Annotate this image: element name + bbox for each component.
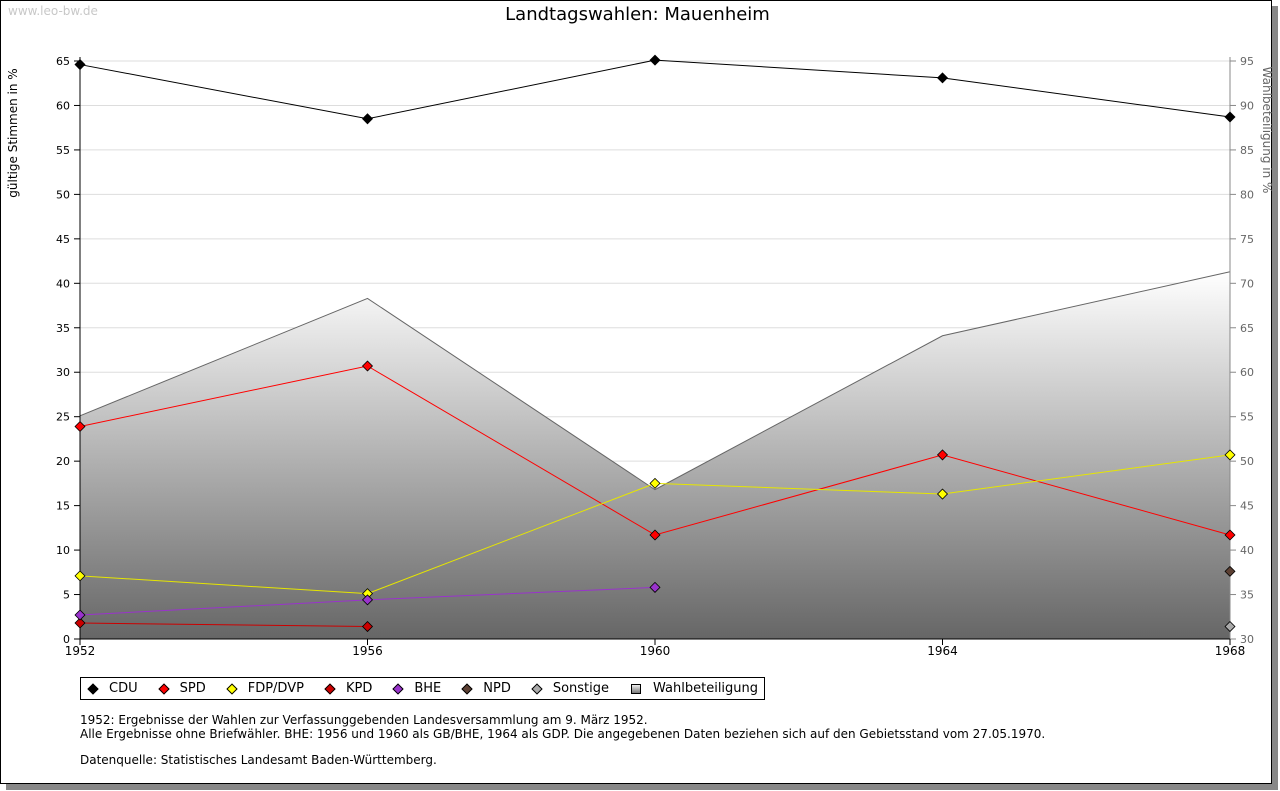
legend-label: Wahlbeteiligung: [653, 681, 759, 696]
legend-marker-icon: [631, 683, 642, 694]
spd-point: [74, 420, 86, 432]
y2-tick-label: 75: [1240, 233, 1254, 246]
y2-tick-label: 55: [1240, 411, 1254, 424]
y2-tick-label: 45: [1240, 500, 1254, 513]
legend-label: KPD: [345, 681, 373, 696]
legend-label: Sonstige: [552, 681, 610, 696]
y-axis-label: gültige Stimmen in %: [6, 68, 20, 197]
legend-item-kpd: KPD: [324, 681, 373, 696]
npd-point: [1224, 565, 1236, 577]
y2-tick-label: 80: [1240, 188, 1254, 201]
legend-marker-icon: [226, 682, 238, 695]
x-tick-label: 1952: [65, 644, 96, 658]
y2-tick-label: 90: [1240, 99, 1254, 112]
y-tick-label: 15: [56, 500, 70, 513]
fdpdvp-point: [361, 588, 374, 600]
legend-item-wahlbeteiligung: Wahlbeteiligung: [631, 681, 758, 696]
y2-tick-label: 35: [1240, 589, 1254, 602]
y2-tick-label: 60: [1240, 366, 1254, 379]
y-tick-label: 30: [56, 366, 70, 379]
y-tick-label: 40: [56, 277, 70, 290]
legend-item-bhe: BHE: [392, 681, 442, 696]
bhe-point: [649, 581, 661, 593]
legend-item-fdpdvp: FDP/DVP: [226, 681, 304, 696]
y-tick-label: 0: [63, 633, 70, 646]
legend-item-sonstige: Sonstige: [531, 681, 610, 696]
y-tick-label: 35: [56, 322, 70, 335]
spd-point: [936, 449, 949, 461]
y-tick-label: 50: [56, 188, 70, 201]
watermark: www.leo-bw.de: [8, 4, 98, 18]
x-tick-label: 1968: [1215, 644, 1246, 658]
sonstige-point: [1224, 621, 1236, 633]
legend-marker-icon: [157, 682, 170, 695]
y2-axis-label: Wahlbeteiligung in %: [1260, 67, 1274, 194]
cdu-point: [1224, 111, 1236, 123]
y2-tick-label: 85: [1240, 144, 1254, 157]
x-tick-label: 1956: [352, 644, 383, 658]
y-tick-label: 60: [56, 99, 70, 112]
cdu-point: [361, 113, 374, 125]
x-tick-label: 1964: [927, 644, 958, 658]
legend-marker-icon: [461, 682, 473, 695]
legend-label: NPD: [483, 681, 511, 696]
legend-marker-icon: [87, 682, 99, 695]
y-tick-label: 55: [56, 144, 70, 157]
note-general: Alle Ergebnisse ohne Briefwähler. BHE: 1…: [80, 727, 1046, 741]
bhe-point: [74, 609, 86, 621]
x-tick-label: 1960: [640, 644, 671, 658]
legend-label: SPD: [179, 681, 206, 696]
spd-point: [649, 529, 661, 541]
note-1952: 1952: Ergebnisse der Wahlen zur Verfassu…: [80, 713, 648, 727]
y2-tick-label: 70: [1240, 277, 1254, 290]
kpd-line: [79, 622, 368, 628]
kpd-point: [361, 621, 374, 633]
cdu-point: [649, 54, 661, 66]
spd-point: [1224, 529, 1236, 541]
y-tick-label: 20: [56, 455, 70, 468]
bhe-point: [361, 594, 374, 606]
y2-tick-label: 50: [1240, 455, 1254, 468]
legend-item-cdu: CDU: [87, 681, 138, 696]
cdu-point: [936, 72, 949, 84]
fdpdvp-point: [936, 488, 949, 500]
y-tick-label: 5: [63, 589, 70, 602]
y2-tick-label: 40: [1240, 544, 1254, 557]
y-tick-label: 65: [56, 55, 70, 68]
legend-label: CDU: [109, 681, 138, 696]
y-tick-label: 10: [56, 544, 70, 557]
y2-tick-label: 95: [1240, 55, 1254, 68]
legend-marker-icon: [324, 682, 336, 695]
legend-marker-icon: [531, 682, 543, 695]
legend: CDU SPD FDP/DVP KPD BHE NPD Sonstige Wahlbeteil…: [80, 677, 766, 700]
note-source: Datenquelle: Statistisches Landesamt Bad…: [80, 753, 437, 767]
y2-tick-label: 65: [1240, 322, 1254, 335]
spd-point: [361, 360, 374, 372]
chart-title: Landtagswahlen: Mauenheim: [505, 4, 770, 25]
chart-svg: 0 5 10 15 20 25 30 35 40 45 50 55 60 65 30 35 40 45 50 55 60…: [6, 54, 1274, 658]
turnout-line: [79, 271, 1231, 491]
y-tick-label: 25: [56, 411, 70, 424]
legend-label: BHE: [414, 681, 442, 696]
cdu-point: [74, 59, 86, 71]
legend-item-spd: SPD: [157, 681, 206, 696]
legend-marker-icon: [392, 682, 404, 695]
y2-tick-label: 30: [1240, 633, 1254, 646]
fdpdvp-point: [649, 477, 661, 489]
fdpdvp-point: [74, 570, 86, 582]
kpd-point: [74, 617, 86, 629]
y-tick-label: 45: [56, 233, 70, 246]
legend-label: FDP/DVP: [247, 681, 304, 696]
fdpdvp-point: [1224, 449, 1236, 461]
cdu-line: [79, 59, 1231, 120]
legend-item-npd: NPD: [461, 681, 511, 696]
